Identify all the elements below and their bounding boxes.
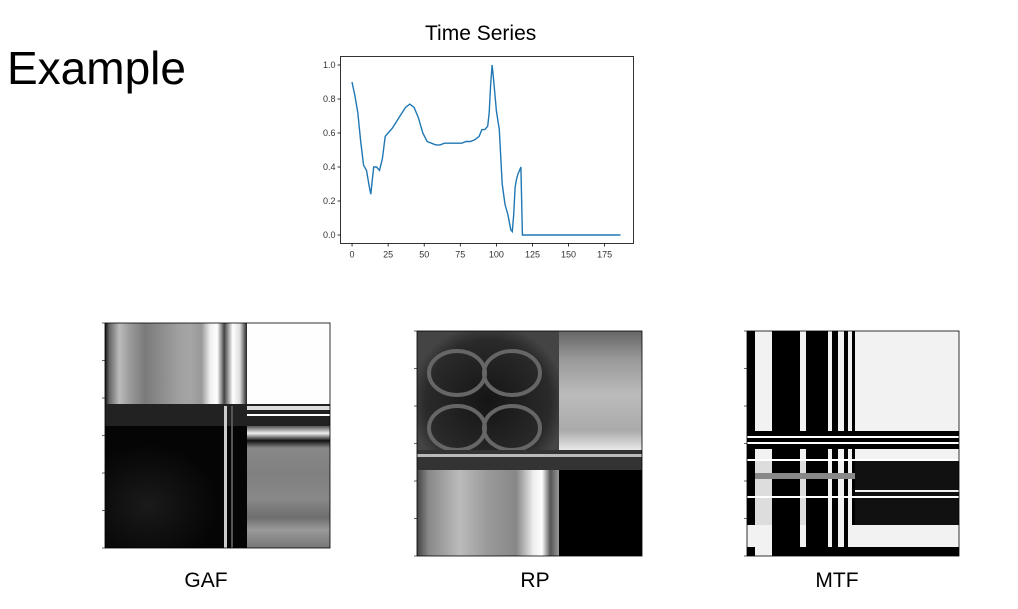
rp-divider-band xyxy=(417,450,642,470)
plot-frame xyxy=(340,56,634,244)
time-series-chart: 0.0 0.2 0.4 0.6 0.8 1.0 0 25 50 75 100 125 150 175 xyxy=(323,56,634,260)
gaf-image xyxy=(102,322,331,549)
y-tick-label: 0.2 xyxy=(323,196,336,206)
gaf-bottom-left-block xyxy=(105,426,247,548)
x-tick-label: 75 xyxy=(455,250,465,260)
y-tick-label: 0.4 xyxy=(323,162,336,172)
y-tick-label: 0.6 xyxy=(323,128,336,138)
slide-title: Example xyxy=(7,42,186,94)
rp-divider-light xyxy=(417,454,642,457)
y-tick-label: 0.8 xyxy=(323,94,336,104)
x-tick-label: 175 xyxy=(597,250,612,260)
mtf-white-line-2 xyxy=(747,496,959,498)
series-line xyxy=(351,64,621,236)
gaf-caption: GAF xyxy=(184,569,228,592)
mtf-white-line-1 xyxy=(747,459,959,461)
mtf-bottom-dark-1 xyxy=(772,525,800,547)
x-tick-label: 0 xyxy=(350,250,355,260)
mtf-band-light-2 xyxy=(747,442,959,444)
rp-caption: RP xyxy=(520,569,550,592)
mtf-lower-left-light xyxy=(755,459,772,525)
gaf-top-band xyxy=(105,323,247,406)
time-series-title: Time Series xyxy=(425,22,537,45)
mtf-image xyxy=(744,330,960,557)
mtf-lower-mid-light xyxy=(800,459,806,525)
gaf-bottom-right-block xyxy=(247,426,330,548)
gaf-vertical-line-1 xyxy=(224,406,227,548)
gaf-vertical-line-2 xyxy=(231,406,233,548)
mtf-bottom-dark-4 xyxy=(844,525,848,556)
rp-bottom-left-block xyxy=(417,470,559,556)
x-tick-label: 150 xyxy=(561,250,576,260)
y-tick-label: 0.0 xyxy=(323,230,336,240)
x-tick-label: 25 xyxy=(383,250,393,260)
rp-image xyxy=(414,330,643,557)
mtf-lower-right-line xyxy=(855,490,959,492)
x-tick-label: 50 xyxy=(419,250,429,260)
y-tick-label: 1.0 xyxy=(323,60,336,70)
mtf-bottom-dark-2 xyxy=(806,525,828,547)
gaf-top-right-block xyxy=(247,323,330,406)
mtf-bottom-dark-3 xyxy=(832,525,838,556)
x-tick-label: 125 xyxy=(525,250,540,260)
mtf-bottom-edge xyxy=(747,547,959,556)
gaf-divider-light xyxy=(247,406,330,410)
gaf-divider-light-2 xyxy=(247,414,330,416)
mtf-grey-stripe xyxy=(755,473,855,479)
x-tick-label: 100 xyxy=(489,250,504,260)
mtf-caption: MTF xyxy=(815,569,859,592)
rp-top-right-block xyxy=(559,331,642,473)
mtf-band-light-1 xyxy=(747,436,959,438)
rp-bottom-right-block xyxy=(559,470,642,556)
mtf-bottom-edge-light xyxy=(755,547,772,556)
mtf-top-right-block xyxy=(855,331,959,431)
mtf-band-1 xyxy=(747,431,959,449)
rp-texture-2 xyxy=(482,349,542,397)
